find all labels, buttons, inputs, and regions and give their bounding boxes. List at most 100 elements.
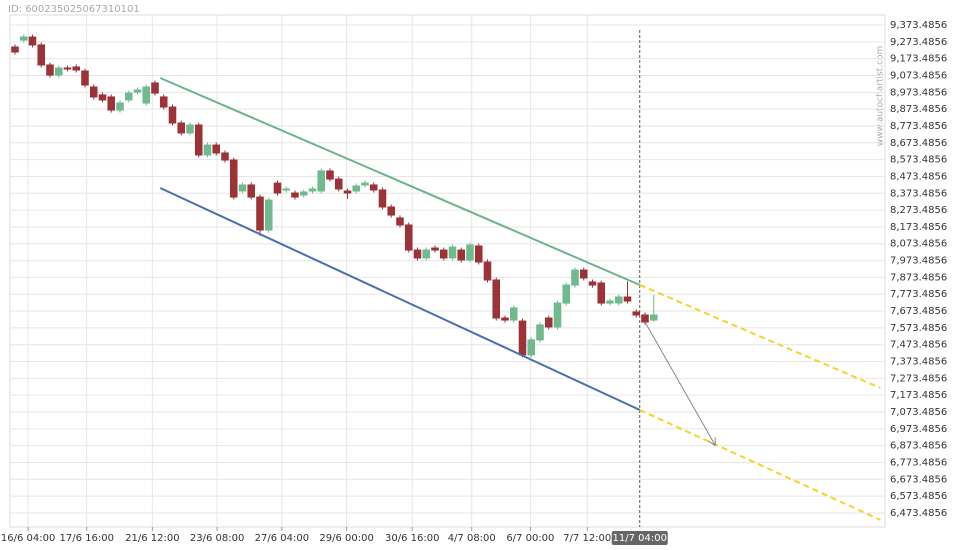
candle-body — [63, 67, 72, 70]
candle-body — [264, 199, 273, 231]
y-tick-label: 7,073.4856 — [890, 407, 947, 418]
y-tick-label: 8,973.4856 — [890, 87, 947, 98]
candle-body — [317, 170, 326, 192]
y-tick-label: 9,273.4856 — [890, 37, 947, 48]
x-tick-label: 16/6 04:00 — [1, 533, 55, 544]
channel-line — [159, 77, 641, 286]
y-tick-label: 7,773.4856 — [890, 289, 947, 300]
candle-body — [614, 296, 623, 304]
candle-body — [518, 320, 527, 356]
candle-body — [326, 170, 334, 180]
channel-line — [639, 409, 881, 521]
candle-body — [54, 67, 63, 76]
candle-body — [544, 317, 553, 328]
candle-body — [299, 191, 308, 196]
y-tick-label: 6,673.4856 — [890, 474, 947, 485]
candle-body — [343, 190, 352, 194]
y-tick-label: 8,273.4856 — [890, 205, 947, 216]
candle-body — [474, 245, 483, 263]
candle-body — [46, 64, 54, 76]
candle-body — [571, 269, 579, 286]
x-tick-label: 6/7 00:00 — [506, 533, 554, 544]
candle-body — [431, 247, 439, 251]
candle-body — [98, 94, 107, 101]
candle-body — [19, 36, 28, 41]
candle-body — [536, 324, 544, 341]
y-tick-label: 7,273.4856 — [890, 373, 947, 384]
candle-body — [641, 314, 649, 323]
candle-body — [562, 284, 571, 304]
candle-body — [579, 269, 588, 279]
x-tick-label: 23/6 08:00 — [190, 533, 244, 544]
y-tick-label: 8,473.4856 — [890, 171, 947, 182]
y-tick-label: 8,073.4856 — [890, 239, 947, 250]
candle-body — [28, 36, 37, 46]
candle-body — [229, 159, 238, 198]
candle-body — [378, 189, 387, 208]
candle-body — [413, 249, 422, 259]
candle-body — [466, 244, 474, 261]
x-tick-label: 30/6 16:00 — [385, 533, 439, 544]
candle-body — [11, 46, 19, 53]
candle-body — [448, 246, 457, 259]
candle-body — [221, 152, 229, 161]
candle-body — [256, 196, 264, 231]
y-tick-label: 9,173.4856 — [890, 54, 947, 65]
candle-body — [273, 182, 282, 194]
current-time-label: 11/7 04:00 — [613, 533, 667, 544]
y-tick-label: 6,973.4856 — [890, 424, 947, 435]
current-time-box — [611, 531, 668, 545]
candle-body — [37, 44, 46, 66]
y-tick-label: 7,473.4856 — [890, 340, 947, 351]
x-tick-label: 29/6 00:00 — [319, 533, 373, 544]
y-tick-label: 6,573.4856 — [890, 491, 947, 502]
candle-body — [168, 106, 177, 124]
x-tick-label: 17/6 16:00 — [60, 533, 114, 544]
candle-body — [308, 188, 317, 192]
candle-body — [632, 311, 641, 316]
channel-line — [159, 187, 641, 411]
candle-body — [369, 184, 378, 191]
candle-body — [457, 249, 466, 261]
candle-body — [597, 282, 606, 304]
y-tick-label: 7,373.4856 — [890, 357, 947, 368]
candle-body — [203, 144, 212, 156]
candle-body — [107, 96, 116, 111]
x-tick-label: 7/7 12:00 — [563, 533, 611, 544]
candle-body — [238, 184, 247, 192]
candle-body — [422, 249, 431, 259]
candle-body — [72, 66, 81, 71]
candle-body — [404, 224, 413, 251]
candle-body — [649, 314, 658, 321]
candle-body — [439, 249, 448, 259]
plot-frame — [9, 14, 886, 528]
candle-body — [124, 92, 133, 101]
y-tick-label: 7,173.4856 — [890, 390, 947, 401]
candle-body — [194, 124, 203, 156]
candle-body — [282, 188, 291, 191]
candle-body — [247, 184, 256, 198]
candle-body — [334, 178, 343, 190]
candle-body — [361, 182, 369, 186]
candle-body — [291, 192, 299, 198]
y-tick-label: 7,873.4856 — [890, 272, 947, 283]
candle-body — [509, 307, 518, 321]
y-tick-label: 6,473.4856 — [890, 508, 947, 519]
y-tick-label: 9,373.4856 — [890, 20, 947, 31]
candle-body — [387, 206, 396, 216]
candle-body — [606, 300, 614, 304]
y-tick-label: 6,773.4856 — [890, 457, 947, 468]
candle-body — [133, 89, 142, 93]
y-tick-label: 7,973.4856 — [890, 256, 947, 267]
candle-body — [159, 96, 168, 108]
candle-body — [151, 82, 159, 94]
candle-body — [186, 124, 194, 134]
y-tick-label: 8,873.4856 — [890, 104, 947, 115]
channel-line — [639, 284, 881, 389]
candle-body — [142, 86, 151, 104]
y-tick-label: 6,873.4856 — [890, 441, 947, 452]
candle-body — [396, 217, 404, 226]
candle-body — [81, 70, 89, 86]
page-id: ID: 600235025067310101 — [8, 4, 140, 15]
